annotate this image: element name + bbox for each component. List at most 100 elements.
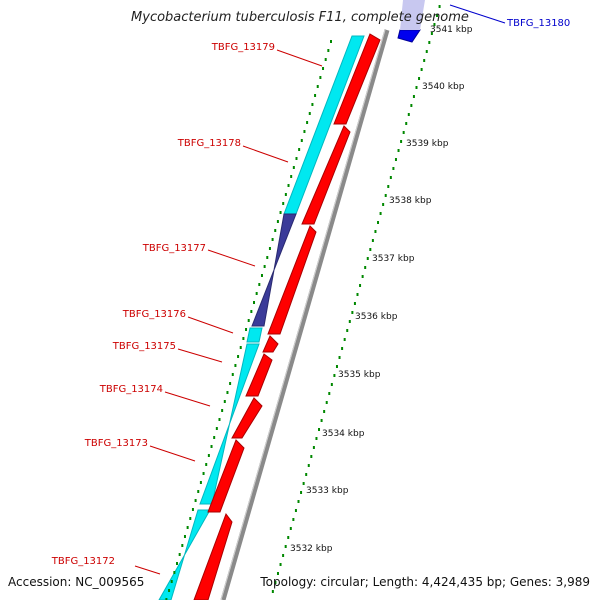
scale-dot-left — [186, 526, 189, 529]
scale-dot — [320, 419, 323, 422]
gene-feature-plus[interactable] — [262, 335, 279, 353]
gene-feature-minus[interactable] — [246, 327, 263, 343]
gene-feature-partial-light — [400, 0, 425, 30]
gene-label-leader — [449, 4, 506, 24]
gene-labels: TBFG_13180 TBFG_13179 TBFG_13178 TBFG_13177… — [51, 4, 570, 575]
scale-dot-left — [271, 238, 274, 241]
scale-dot-left — [314, 94, 317, 97]
scale-dot-left — [205, 463, 208, 466]
scale-dot — [418, 77, 421, 80]
scale-dot-left — [322, 67, 325, 70]
gene-label[interactable]: TBFG_13176 — [122, 309, 186, 320]
gene-feature-partial[interactable] — [397, 29, 421, 43]
scale-dot — [384, 194, 387, 197]
scale-dot-left — [311, 103, 314, 106]
gene-feature-plus[interactable] — [333, 33, 381, 125]
scale-dot — [359, 284, 362, 287]
scale-dot-left — [189, 517, 192, 520]
gene-label[interactable]: TBFG_13177 — [142, 243, 206, 254]
scale-dot-left — [197, 490, 200, 493]
scale-dot — [305, 473, 308, 476]
scale-dot — [307, 464, 310, 467]
gene-feature-plus[interactable] — [231, 397, 263, 439]
gene-label[interactable]: TBFG_13175 — [112, 341, 176, 352]
scale-dot — [271, 590, 274, 593]
scale-dot — [412, 95, 415, 98]
scale-dot-left — [263, 265, 266, 268]
gene-label[interactable]: TBFG_13180 — [506, 18, 570, 29]
scale-tick-label: 3537 kbp — [372, 254, 415, 264]
gene-feature-plus[interactable] — [267, 225, 317, 335]
scale-dot-left — [276, 220, 279, 223]
scale-tick-label: 3535 kbp — [338, 370, 381, 380]
top-partial-feature — [397, 0, 425, 43]
scale-dot-left — [218, 418, 221, 421]
scale-dot-left — [176, 562, 179, 565]
scale-dot — [377, 221, 380, 224]
scale-dot-left — [268, 247, 271, 250]
scale-dot-left — [274, 229, 277, 232]
scale-tick-label: 3536 kbp — [355, 312, 398, 322]
gene-feature-plus[interactable] — [301, 125, 351, 225]
scale-dot — [274, 581, 277, 584]
gene-label-leader — [242, 145, 289, 163]
scale-dot-left — [319, 76, 322, 79]
scale-dot-left — [183, 535, 186, 538]
scale-dot — [361, 275, 364, 278]
gene-label[interactable]: TBFG_13174 — [99, 384, 163, 395]
scale-dot — [436, 14, 439, 17]
gene-label-leader — [164, 391, 211, 407]
scale-dot — [371, 239, 374, 242]
scale-dot — [415, 86, 418, 89]
scale-dot-left — [181, 544, 184, 547]
scale-dot — [297, 500, 300, 503]
scale-dot — [346, 329, 349, 332]
accession-label: Accession: NC_009565 — [8, 575, 145, 589]
scale-dot-left — [170, 580, 173, 583]
gene-label[interactable]: TBFG_13178 — [177, 138, 241, 149]
scale-dot-left — [266, 256, 269, 259]
gene-label-leader — [177, 348, 223, 363]
gene-feature-plus[interactable] — [207, 439, 245, 513]
scale-dot-left — [250, 310, 253, 313]
scale-dot — [397, 149, 400, 152]
scale-tick-label: 3538 kbp — [389, 196, 432, 206]
scale-dot-left — [279, 211, 282, 214]
minus-strand-features — [158, 35, 365, 601]
scale-dot — [392, 167, 395, 170]
gene-feature-minus[interactable] — [251, 213, 297, 327]
scale-tick-label: 3534 kbp — [322, 429, 365, 439]
scale-dot-left — [173, 571, 176, 574]
scale-dot-left — [207, 454, 210, 457]
scale-dot — [300, 491, 303, 494]
scale-dot — [335, 365, 338, 368]
scale-dot — [382, 203, 385, 206]
scale-dot — [323, 410, 326, 413]
scale-dot — [410, 104, 413, 107]
scale-dot-left — [168, 589, 171, 592]
scale-dot-left — [295, 157, 298, 160]
scale-tick-label: 3533 kbp — [306, 486, 349, 496]
scale-dot — [420, 68, 423, 71]
scale-dot — [379, 212, 382, 215]
scale-dot — [343, 338, 346, 341]
scale-dot-left — [258, 283, 261, 286]
gene-feature-plus[interactable] — [245, 353, 273, 397]
scale-dot — [369, 248, 372, 251]
scale-dot — [328, 392, 331, 395]
scale-dot — [282, 554, 285, 557]
scale-dot — [330, 383, 333, 386]
scale-dot-left — [178, 553, 181, 556]
scale-dot-left — [239, 346, 242, 349]
scale-dot — [279, 563, 282, 566]
scale-dot — [302, 482, 305, 485]
scale-dot-left — [194, 499, 197, 502]
scale-dot — [405, 122, 408, 125]
gene-label[interactable]: TBFG_13172 — [51, 556, 115, 567]
scale-dot — [394, 158, 397, 161]
scale-dot — [294, 509, 297, 512]
scale-dot-left — [229, 382, 232, 385]
gene-label[interactable]: TBFG_13173 — [84, 438, 148, 449]
gene-label[interactable]: TBFG_13179 — [211, 42, 275, 53]
